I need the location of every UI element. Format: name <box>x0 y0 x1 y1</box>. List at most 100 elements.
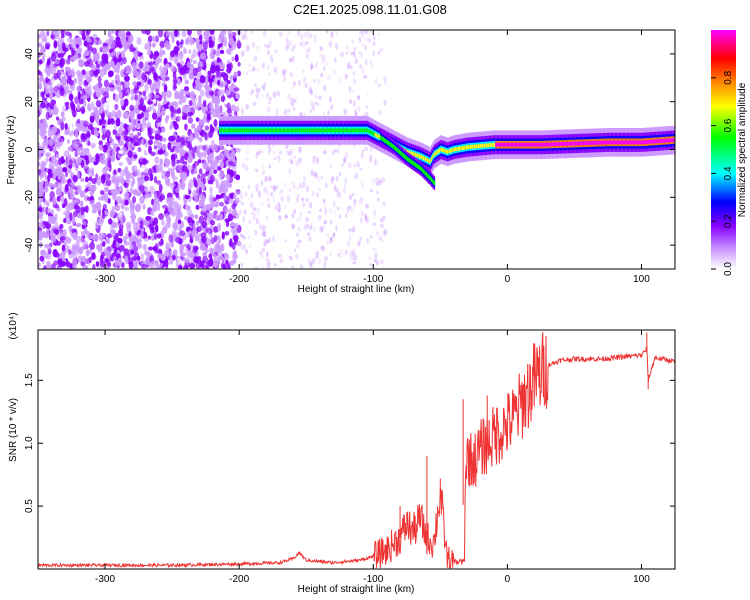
noise-speckle <box>112 221 117 229</box>
ridge-cell <box>485 143 488 148</box>
noise-speckle <box>124 255 129 264</box>
ridge-cell <box>527 142 529 147</box>
noise-speckle <box>151 205 158 212</box>
noise-speckle-faint <box>332 200 336 207</box>
noise-speckle <box>41 145 46 154</box>
noise-speckle-faint <box>257 87 261 93</box>
branch-cell <box>379 135 382 140</box>
noise-speckle-faint <box>285 44 289 51</box>
noise-speckle <box>159 65 163 73</box>
noise-speckle-faint <box>302 181 306 188</box>
noise-speckle-faint <box>330 30 334 38</box>
noise-speckle-faint <box>329 219 333 225</box>
noise-speckle <box>207 229 212 236</box>
noise-speckle-faint <box>305 48 309 55</box>
noise-speckle-faint <box>370 188 374 193</box>
noise-speckle <box>154 133 161 141</box>
noise-speckle-faint <box>322 264 325 269</box>
noise-speckle <box>104 129 111 139</box>
ridge-cell <box>448 149 450 154</box>
noise-speckle <box>40 170 47 177</box>
ridge-cell <box>422 156 425 160</box>
noise-speckle-faint <box>364 214 367 222</box>
noise-speckle <box>217 222 222 232</box>
noise-speckle-faint <box>249 91 253 96</box>
noise-speckle-faint <box>353 254 358 261</box>
noise-speckle <box>231 56 235 62</box>
noise-speckle-faint <box>353 163 357 168</box>
noise-speckle <box>218 152 225 161</box>
ridge-cell <box>613 140 615 145</box>
noise-speckle <box>88 176 93 182</box>
noise-speckle <box>216 256 221 266</box>
ridge-cell <box>511 142 513 147</box>
chart-title: C2E1.2025.098.11.01.G08 <box>293 2 447 17</box>
noise-speckle <box>41 56 45 64</box>
noise-speckle-faint <box>285 149 289 156</box>
noise-speckle <box>185 44 189 51</box>
noise-speckle-faint <box>253 212 258 220</box>
noise-speckle <box>115 117 121 127</box>
ridge-cell <box>316 128 319 133</box>
noise-speckle-faint <box>365 30 369 35</box>
noise-speckle-faint <box>349 205 352 210</box>
noise-speckle-faint <box>315 192 320 198</box>
noise-speckle <box>191 123 196 129</box>
noise-speckle <box>60 76 67 85</box>
noise-speckle <box>111 150 116 156</box>
noise-speckle <box>215 244 222 253</box>
ridge-cell <box>326 128 328 133</box>
noise-speckle <box>236 40 242 49</box>
noise-speckle-faint <box>331 175 335 181</box>
noise-speckle <box>173 109 179 114</box>
noise-speckle <box>154 156 160 164</box>
noise-speckle <box>68 159 73 167</box>
noise-speckle <box>63 218 67 224</box>
noise-speckle <box>207 238 212 247</box>
noise-speckle <box>196 225 202 233</box>
noise-speckle-faint <box>240 50 245 57</box>
ridge-cell <box>253 128 256 133</box>
noise-speckle-faint <box>305 40 309 45</box>
noise-speckle <box>83 40 88 47</box>
ridge-cell <box>267 128 269 133</box>
noise-speckle <box>103 102 109 111</box>
noise-speckle <box>206 30 211 35</box>
noise-speckle <box>175 236 182 244</box>
noise-speckle <box>140 138 145 145</box>
noise-speckle <box>150 210 154 216</box>
noise-speckle <box>144 43 148 51</box>
noise-speckle <box>104 258 109 263</box>
noise-speckle <box>210 64 216 74</box>
noise-speckle-faint <box>356 94 360 101</box>
noise-speckle <box>200 173 205 182</box>
noise-speckle <box>200 197 206 203</box>
noise-speckle-faint <box>348 86 352 93</box>
noise-speckle-faint <box>338 191 342 199</box>
noise-speckle-faint <box>258 222 262 229</box>
noise-speckle <box>95 220 100 229</box>
noise-speckle <box>174 55 179 62</box>
noise-speckle <box>115 259 119 268</box>
noise-speckle-faint <box>277 202 281 207</box>
noise-speckle <box>213 144 218 152</box>
noise-speckle <box>225 259 229 264</box>
branch-cell <box>398 149 401 155</box>
noise-speckle <box>115 38 122 45</box>
noise-speckle-faint <box>306 217 309 222</box>
noise-speckle <box>45 93 50 98</box>
noise-speckle-faint <box>254 266 259 269</box>
noise-speckle-faint <box>384 80 387 85</box>
noise-speckle-faint <box>239 193 244 200</box>
noise-speckle <box>107 30 112 38</box>
ridge-cell <box>551 142 554 147</box>
noise-speckle <box>153 139 160 145</box>
noise-speckle-faint <box>278 31 283 37</box>
noise-speckle-faint <box>261 164 265 169</box>
noise-speckle <box>65 209 71 217</box>
noise-speckle <box>130 207 135 216</box>
noise-speckle-faint <box>296 233 300 237</box>
ridge-cell <box>362 128 365 133</box>
noise-speckle <box>179 145 184 153</box>
ridge-cell <box>622 140 625 145</box>
